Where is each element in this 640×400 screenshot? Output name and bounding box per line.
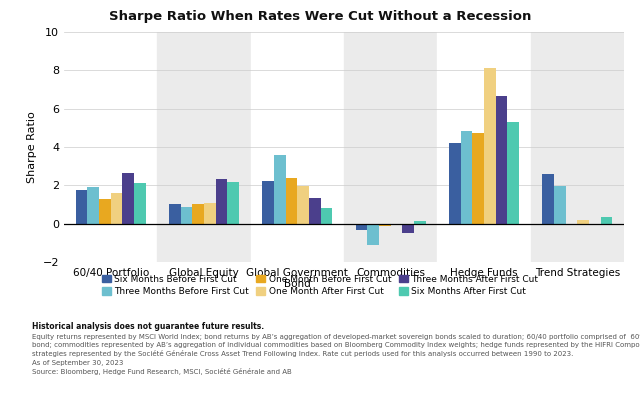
Text: Equity returns represented by MSCI World Index; bond returns by AB’s aggregation: Equity returns represented by MSCI World… <box>32 334 640 340</box>
Bar <box>122 173 134 224</box>
Bar <box>227 182 239 224</box>
Bar <box>157 32 251 262</box>
Bar <box>321 208 332 224</box>
Bar <box>344 32 437 262</box>
Bar <box>437 32 531 262</box>
Bar <box>180 207 193 224</box>
Bar <box>495 96 508 224</box>
Text: Sharpe Ratio When Rates Were Cut Without a Recession: Sharpe Ratio When Rates Were Cut Without… <box>109 10 531 23</box>
Bar <box>274 155 285 224</box>
Y-axis label: Sharpe Ratio: Sharpe Ratio <box>27 111 37 183</box>
Bar <box>193 204 204 224</box>
Bar <box>251 32 344 262</box>
Bar <box>531 32 624 262</box>
Bar <box>508 122 519 224</box>
Bar <box>577 220 589 224</box>
Bar <box>461 131 472 224</box>
Bar <box>601 217 612 224</box>
Bar <box>64 32 157 262</box>
Bar <box>449 143 461 224</box>
Bar <box>169 204 180 224</box>
Bar <box>99 199 111 224</box>
Bar <box>285 178 298 224</box>
Bar <box>484 68 495 224</box>
Bar <box>414 221 426 224</box>
Bar <box>216 179 227 224</box>
Text: Source: Bloomberg, Hedge Fund Research, MSCI, Société Générale and AB: Source: Bloomberg, Hedge Fund Research, … <box>32 368 292 375</box>
Bar <box>309 198 321 224</box>
Bar <box>298 186 309 224</box>
Text: Historical analysis does not guarantee future results.: Historical analysis does not guarantee f… <box>32 322 264 331</box>
Bar <box>134 184 146 224</box>
Bar <box>87 187 99 224</box>
Bar <box>76 190 87 224</box>
Bar <box>111 193 122 224</box>
Bar <box>379 224 390 226</box>
Text: bond; commodities represented by AB’s aggregation of individual commodities base: bond; commodities represented by AB’s ag… <box>32 342 640 348</box>
Bar <box>542 174 554 224</box>
Legend: Six Months Before First Cut, Three Months Before First Cut, One Month Before Fir: Six Months Before First Cut, Three Month… <box>102 274 538 296</box>
Bar <box>472 133 484 224</box>
Text: As of September 30, 2023: As of September 30, 2023 <box>32 360 124 366</box>
Bar <box>204 202 216 224</box>
Bar <box>262 180 274 224</box>
Text: strategies represented by the Société Générale Cross Asset Trend Following Index: strategies represented by the Société Gé… <box>32 350 573 357</box>
Bar <box>367 224 379 245</box>
Bar <box>356 224 367 230</box>
Bar <box>554 186 566 224</box>
Bar <box>403 224 414 233</box>
